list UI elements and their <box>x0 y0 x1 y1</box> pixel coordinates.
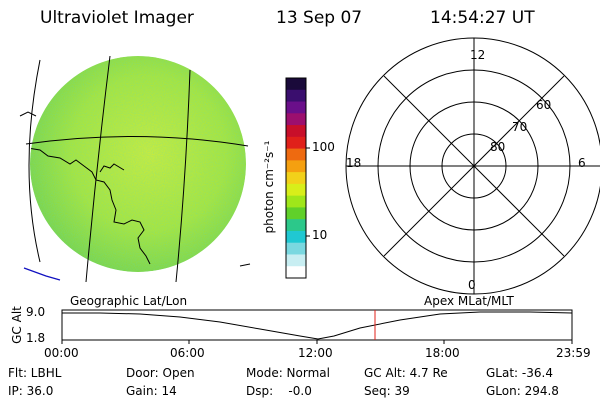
mlat-label-80: 80 <box>490 140 506 154</box>
observation-time: 14:54:27 UT <box>430 8 535 28</box>
colorbar-step <box>286 148 306 161</box>
status-seq: Seq: 39 <box>364 384 410 398</box>
colorbar-step <box>286 266 306 279</box>
meridian-line <box>85 55 111 283</box>
status-filter: Flt: LBHL <box>8 366 62 380</box>
status-door: Door: Open <box>126 366 195 380</box>
colorbar-step <box>286 254 306 267</box>
timeline-x-tick-2359: 23:59 <box>556 346 591 360</box>
status-glat: GLat: -36.4 <box>486 366 553 380</box>
status-mode: Mode: Normal <box>246 366 330 380</box>
colorbar-step <box>286 78 306 91</box>
colorbar-step <box>286 125 306 138</box>
latitude-line <box>25 135 249 147</box>
mlt-label-6: 6 <box>578 156 586 170</box>
timeline-x-tick-1800: 18:00 <box>425 346 460 360</box>
status-ip: IP: 36.0 <box>8 384 54 398</box>
observation-date: 13 Sep 07 <box>276 8 363 28</box>
meridian-line <box>175 69 191 283</box>
timeline-y-tick-top: 9.0 <box>26 305 46 319</box>
colorbar-step <box>286 207 306 220</box>
colorbar-step <box>286 172 306 185</box>
colorbar-step <box>286 219 306 232</box>
mlat-label-60: 60 <box>536 98 552 112</box>
status-gc-alt: GC Alt: 4.7 Re <box>364 366 448 380</box>
colorbar-step <box>286 242 306 255</box>
timeline-x-tick-0000: 00:00 <box>44 346 79 360</box>
timeline-x-tick-0600: 06:00 <box>170 346 205 360</box>
colorbar-step <box>286 101 306 114</box>
mlt-label-0: 0 <box>468 278 476 292</box>
colorbar-step <box>286 89 306 103</box>
meridian-line <box>28 59 41 263</box>
timeline-y-tick-bottom: 1.8 <box>26 331 46 345</box>
status-dsp: Dsp: -0.0 <box>246 384 312 398</box>
mlt-label-18: 18 <box>346 156 362 170</box>
mlat-label-70: 70 <box>512 120 528 134</box>
timeline-left-label: Geographic Lat/Lon <box>70 294 188 308</box>
colorbar-tick-100: 100 <box>312 140 335 154</box>
colorbar-step <box>286 160 306 173</box>
timeline-right-label: Apex MLat/MLT <box>424 294 514 308</box>
colorbar-step <box>286 183 306 197</box>
colorbar-tick-10: 10 <box>312 228 328 242</box>
status-glon: GLon: 294.8 <box>486 384 559 398</box>
instrument-title: Ultraviolet Imager <box>40 8 194 28</box>
colorbar-step <box>286 230 306 244</box>
colorbar-step <box>286 136 306 150</box>
timeline-x-tick-1200: 12:00 <box>298 346 333 360</box>
coastline <box>30 147 151 265</box>
colorbar-step <box>286 195 306 208</box>
altitude-curve <box>62 311 573 340</box>
status-gain: Gain: 14 <box>126 384 177 398</box>
colorbar-step <box>286 113 306 126</box>
mlt-label-12: 12 <box>470 48 486 62</box>
